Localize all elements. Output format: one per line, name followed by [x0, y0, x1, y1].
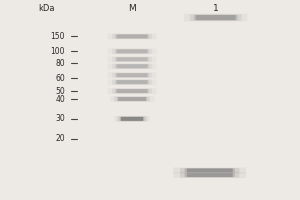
FancyBboxPatch shape [115, 73, 149, 77]
FancyBboxPatch shape [112, 89, 152, 94]
FancyBboxPatch shape [184, 168, 235, 173]
FancyBboxPatch shape [114, 97, 150, 101]
FancyBboxPatch shape [184, 173, 235, 177]
FancyBboxPatch shape [121, 117, 143, 121]
FancyBboxPatch shape [190, 14, 242, 21]
FancyBboxPatch shape [187, 169, 233, 172]
FancyBboxPatch shape [180, 173, 239, 178]
FancyBboxPatch shape [112, 49, 152, 54]
FancyBboxPatch shape [187, 173, 233, 177]
FancyBboxPatch shape [117, 73, 148, 77]
FancyBboxPatch shape [115, 80, 149, 84]
FancyBboxPatch shape [173, 172, 246, 178]
FancyBboxPatch shape [115, 49, 149, 53]
FancyBboxPatch shape [110, 96, 154, 102]
FancyBboxPatch shape [117, 97, 148, 101]
Text: kDa: kDa [39, 4, 55, 13]
FancyBboxPatch shape [194, 15, 238, 20]
Text: 20: 20 [55, 134, 65, 143]
Text: 100: 100 [50, 47, 65, 56]
FancyBboxPatch shape [112, 64, 152, 69]
FancyBboxPatch shape [115, 34, 149, 39]
Text: 30: 30 [55, 114, 65, 123]
Text: 150: 150 [50, 32, 65, 41]
FancyBboxPatch shape [117, 34, 148, 38]
Text: 40: 40 [55, 95, 65, 104]
Text: 80: 80 [55, 59, 65, 68]
FancyBboxPatch shape [117, 64, 148, 68]
FancyBboxPatch shape [196, 15, 236, 20]
Text: 50: 50 [55, 87, 65, 96]
FancyBboxPatch shape [108, 48, 157, 54]
FancyBboxPatch shape [108, 72, 157, 78]
FancyBboxPatch shape [184, 14, 247, 21]
FancyBboxPatch shape [117, 89, 148, 93]
FancyBboxPatch shape [112, 57, 152, 62]
FancyBboxPatch shape [115, 89, 149, 93]
FancyBboxPatch shape [180, 168, 239, 173]
FancyBboxPatch shape [108, 79, 157, 85]
Text: M: M [128, 4, 136, 13]
FancyBboxPatch shape [117, 57, 148, 61]
FancyBboxPatch shape [115, 64, 149, 68]
FancyBboxPatch shape [173, 168, 246, 173]
FancyBboxPatch shape [112, 73, 152, 78]
Text: 1: 1 [213, 4, 219, 13]
FancyBboxPatch shape [108, 34, 157, 39]
FancyBboxPatch shape [108, 56, 157, 62]
FancyBboxPatch shape [120, 117, 144, 121]
FancyBboxPatch shape [117, 49, 148, 53]
FancyBboxPatch shape [112, 80, 152, 85]
FancyBboxPatch shape [118, 97, 146, 101]
FancyBboxPatch shape [117, 80, 148, 84]
FancyBboxPatch shape [112, 34, 152, 39]
FancyBboxPatch shape [118, 116, 146, 121]
Text: 60: 60 [55, 74, 65, 83]
FancyBboxPatch shape [108, 63, 157, 69]
FancyBboxPatch shape [115, 116, 149, 122]
FancyBboxPatch shape [115, 57, 149, 61]
FancyBboxPatch shape [108, 88, 157, 94]
